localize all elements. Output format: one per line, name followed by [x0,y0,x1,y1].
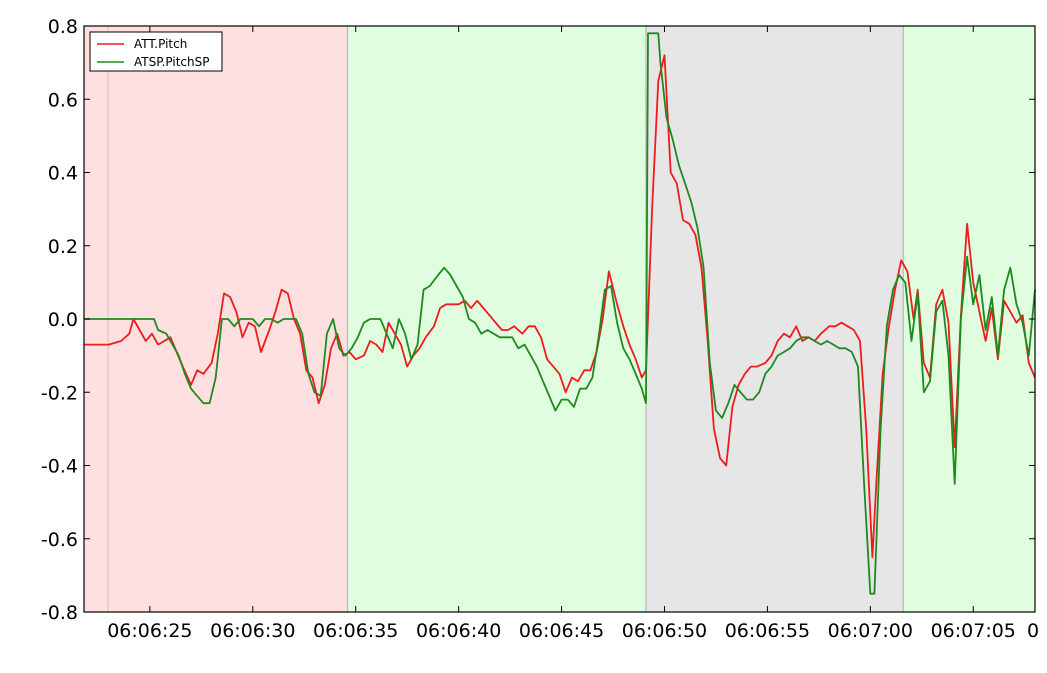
y-tick-label: 0.0 [48,309,78,331]
y-axis: 0.8 0.6 0.4 0.2 0.0 -0.2 -0.4 -0.6 -0.8 [41,16,1035,624]
x-tick-label: 06:07:05 [931,620,1016,642]
series-lines [84,32,1036,595]
y-tick-label: 0.6 [48,89,78,111]
legend-label-atsp-pitchsp: ATSP.PitchSP [134,55,209,69]
y-tick-label: 0.4 [48,163,78,185]
legend-label-att-pitch: ATT.Pitch [134,37,187,51]
x-tick-label: 06:06:50 [622,620,707,642]
y-tick-label: 0.8 [48,16,78,38]
mode-band-3 [903,26,1035,612]
y-tick-label: -0.2 [41,382,78,404]
series-line-atsp-pitchsp [84,32,1036,595]
x-tick-label: 06:06:40 [416,620,501,642]
x-tick-label: 06:06:35 [313,620,398,642]
x-axis: 06:06:25 06:06:30 06:06:35 06:06:40 06:06:45… [107,26,1039,642]
x-tick-label: 06:07:00 [828,620,913,642]
mode-band-1 [347,26,646,612]
y-tick-label: -0.8 [41,602,78,624]
y-tick-label: -0.6 [41,529,78,551]
mode-bands [84,26,1035,612]
legend-box [89,31,223,72]
x-tick-label: 06:06:30 [210,620,295,642]
legend: ATT.Pitch ATSP.PitchSP [89,31,223,72]
mode-band-2 [645,26,904,612]
x-tick-label: 0 [1027,620,1039,642]
x-tick-label: 06:06:55 [725,620,810,642]
y-tick-label: 0.2 [48,236,78,258]
x-tick-label: 06:06:25 [107,620,192,642]
y-tick-label: -0.4 [41,456,78,478]
x-tick-label: 06:06:45 [519,620,604,642]
